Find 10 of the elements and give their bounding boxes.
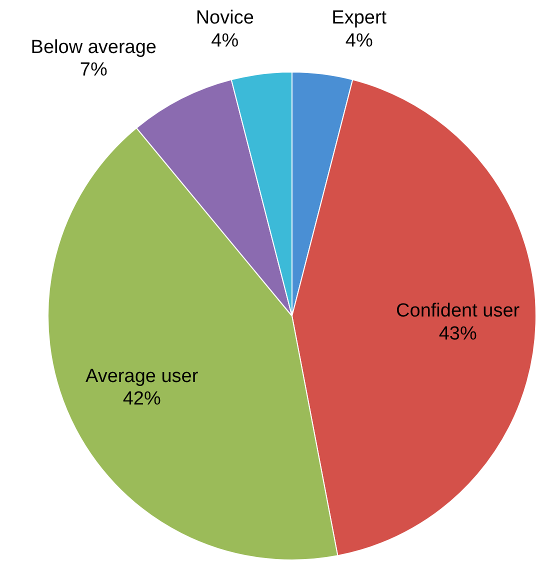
data-label: 42% [122,388,161,410]
data-label: 43% [438,323,477,344]
slice-label: Expert [332,8,388,29]
data-label: 4% [345,30,373,52]
data-label: 4% [211,30,239,52]
slice-label: Novice [196,8,254,29]
data-label: 7% [80,60,108,81]
slice-label: Below average [30,36,157,58]
slice-label: Confident user [396,300,520,322]
slice-label: Average user [86,366,199,387]
